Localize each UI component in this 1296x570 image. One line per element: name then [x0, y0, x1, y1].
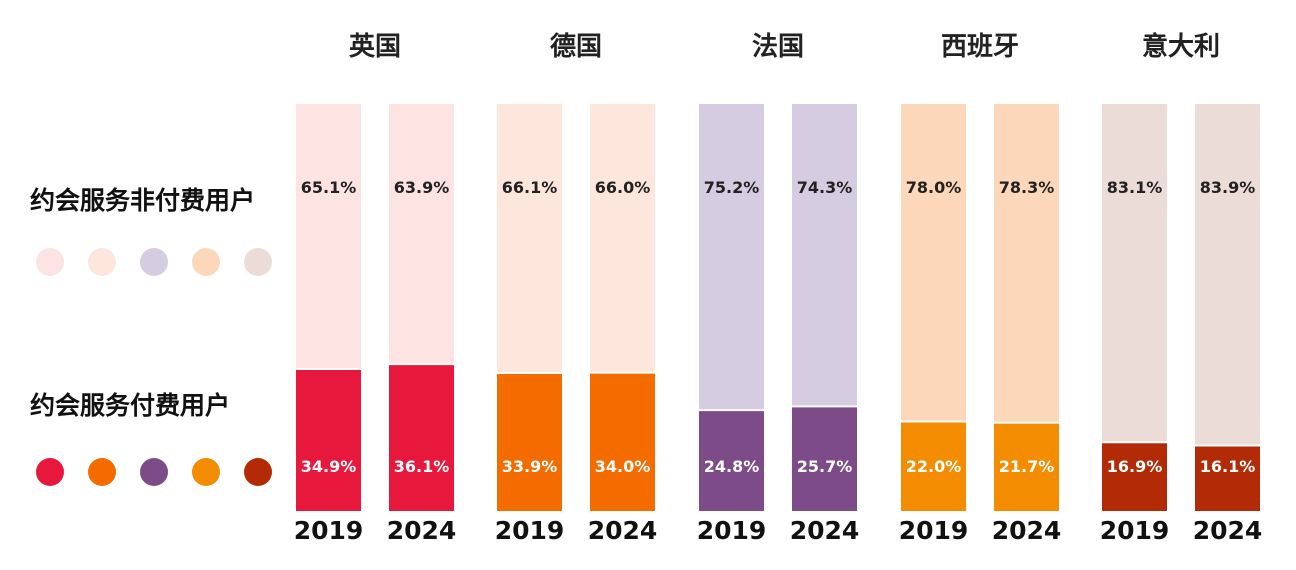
bar-paid [590, 372, 655, 511]
bar-paid [901, 421, 966, 511]
legend-swatch-unpaid-5 [244, 248, 272, 276]
bar-unpaid [792, 104, 857, 407]
value-label-unpaid: 63.9% [394, 178, 450, 197]
bar-paid [792, 406, 857, 511]
legend-swatch-paid-3 [140, 458, 168, 486]
bar-paid [699, 410, 764, 511]
year-label: 2019 [495, 516, 565, 545]
country-label: 德国 [550, 32, 602, 62]
value-label-unpaid: 78.3% [999, 178, 1055, 197]
year-label: 2019 [294, 516, 364, 545]
bar-unpaid [1195, 104, 1260, 446]
value-label-paid: 34.9% [301, 457, 357, 476]
legend-swatch-unpaid-3 [140, 248, 168, 276]
value-label-unpaid: 83.9% [1200, 178, 1256, 197]
legend-swatch-paid-4 [192, 458, 220, 486]
value-label-paid: 16.9% [1107, 457, 1163, 476]
bar-paid [994, 422, 1059, 511]
country-label: 西班牙 [941, 32, 1019, 62]
legend-swatch-unpaid-4 [192, 248, 220, 276]
value-label-paid: 16.1% [1200, 457, 1256, 476]
year-label: 2024 [992, 516, 1062, 545]
bar-unpaid [699, 104, 764, 411]
value-label-paid: 36.1% [394, 457, 450, 476]
bar-paid [1195, 445, 1260, 511]
bar-unpaid [389, 104, 454, 365]
year-label: 2024 [387, 516, 457, 545]
legend-unpaid-label: 约会服务非付费用户 [30, 186, 256, 215]
year-label: 2019 [697, 516, 767, 545]
bar-unpaid [994, 104, 1059, 423]
year-label: 2019 [1100, 516, 1170, 545]
value-label-paid: 24.8% [704, 457, 760, 476]
year-label: 2024 [1193, 516, 1263, 545]
value-label-paid: 21.7% [999, 457, 1055, 476]
value-label-unpaid: 74.3% [797, 178, 853, 197]
bar-unpaid [296, 104, 361, 369]
bar-unpaid [1102, 104, 1167, 443]
legend-swatch-unpaid-1 [36, 248, 64, 276]
year-label: 2024 [790, 516, 860, 545]
bar-unpaid [497, 104, 562, 374]
country-label: 意大利 [1142, 31, 1220, 62]
bar-paid [389, 364, 454, 511]
bar-paid [296, 368, 361, 511]
value-label-paid: 33.9% [502, 457, 558, 476]
value-label-unpaid: 83.1% [1107, 178, 1163, 197]
country-label: 法国 [752, 32, 804, 62]
value-label-unpaid: 65.1% [301, 178, 357, 197]
value-label-unpaid: 78.0% [906, 178, 962, 197]
bar-paid [1102, 442, 1167, 511]
value-label-unpaid: 75.2% [704, 178, 760, 197]
value-label-paid: 25.7% [797, 457, 853, 476]
bar-unpaid [590, 104, 655, 373]
year-label: 2019 [899, 516, 969, 545]
legend-swatch-paid-2 [88, 458, 116, 486]
bar-paid [497, 373, 562, 511]
country-label: 英国 [349, 32, 401, 62]
legend-paid-label: 约会服务付费用户 [30, 391, 231, 420]
legend-swatch-paid-5 [244, 458, 272, 486]
value-label-paid: 22.0% [906, 457, 962, 476]
legend-swatch-unpaid-2 [88, 248, 116, 276]
bar-unpaid [901, 104, 966, 422]
year-label: 2024 [588, 516, 658, 545]
legend-swatch-paid-1 [36, 458, 64, 486]
value-label-unpaid: 66.1% [502, 178, 558, 197]
value-label-unpaid: 66.0% [595, 178, 651, 197]
value-label-paid: 34.0% [595, 457, 651, 476]
